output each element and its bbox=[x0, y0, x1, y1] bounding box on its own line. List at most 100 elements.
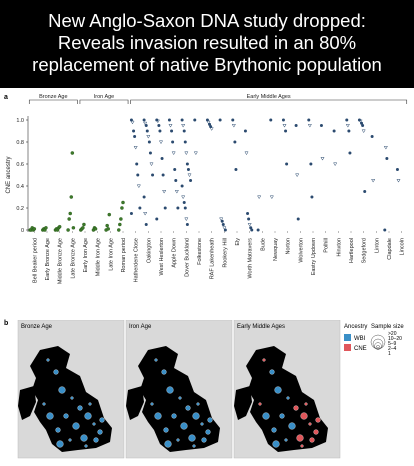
period-brackets: Bronze Age Iron Age Early Middle Ages bbox=[28, 94, 408, 104]
sample-dot bbox=[154, 358, 158, 362]
sample-dot bbox=[315, 417, 321, 423]
data-point bbox=[107, 212, 112, 217]
x-tick-label: Clapdale bbox=[387, 238, 393, 260]
data-point bbox=[219, 217, 224, 222]
data-point bbox=[193, 118, 197, 122]
sample-dot bbox=[200, 422, 204, 426]
sample-dot bbox=[284, 438, 288, 442]
sample-dot bbox=[56, 440, 64, 448]
data-point bbox=[319, 124, 323, 127]
y-tick-label: 0 bbox=[21, 228, 24, 234]
sample-dot bbox=[269, 369, 275, 375]
data-point bbox=[234, 168, 238, 171]
size-label: 10–20 bbox=[388, 336, 402, 342]
map-ireland bbox=[126, 386, 144, 420]
data-point bbox=[155, 119, 160, 124]
panel-b-label: b bbox=[4, 320, 9, 327]
period-label: Iron Age bbox=[94, 94, 115, 100]
data-point bbox=[296, 217, 300, 221]
sample-dot bbox=[286, 396, 290, 400]
y-tick-label: 0.8 bbox=[16, 140, 24, 146]
data-point bbox=[209, 127, 214, 131]
sample-dot bbox=[93, 437, 99, 443]
data-point bbox=[396, 179, 401, 183]
ancestry-title: Ancestry bbox=[344, 324, 367, 330]
map-ireland bbox=[234, 386, 252, 420]
banner-line-3: replacement of native Brythonic populati… bbox=[32, 54, 382, 75]
data-point bbox=[220, 219, 224, 223]
sample-dot bbox=[164, 440, 172, 448]
x-tick-label: Eastry Updown bbox=[311, 238, 317, 275]
sample-dot bbox=[274, 386, 282, 394]
data-point bbox=[171, 151, 176, 156]
data-point bbox=[117, 228, 121, 232]
map-sample-dots bbox=[42, 358, 321, 448]
x-tick-label: Folkestone bbox=[197, 238, 203, 265]
data-point bbox=[383, 146, 388, 150]
x-tick-label: Middle Iron Age bbox=[96, 238, 102, 276]
sample-dot bbox=[262, 358, 266, 362]
data-point bbox=[180, 184, 184, 188]
banner-line-2: Reveals invasion resulted in an 80% bbox=[57, 32, 357, 53]
data-point bbox=[143, 212, 148, 216]
x-tick-label: Sedgeford bbox=[362, 238, 368, 263]
data-point bbox=[223, 228, 227, 232]
data-point bbox=[395, 168, 399, 171]
cne-label: CNE bbox=[354, 346, 367, 352]
sample-dot bbox=[154, 412, 162, 420]
size-label: 1 bbox=[388, 351, 391, 357]
period-bracket bbox=[79, 99, 129, 104]
data-point bbox=[294, 124, 298, 127]
sample-dot bbox=[207, 417, 213, 423]
sample-dot bbox=[55, 427, 61, 433]
data-point bbox=[183, 206, 187, 210]
data-point bbox=[333, 162, 338, 167]
sample-dot bbox=[271, 427, 277, 433]
size-label: 5–9 bbox=[388, 341, 397, 347]
map-title: Early Middle Ages bbox=[237, 324, 285, 330]
data-point bbox=[181, 124, 186, 128]
sample-dot bbox=[99, 417, 105, 423]
data-point bbox=[358, 119, 363, 124]
data-point bbox=[363, 190, 367, 193]
panel-b: b Bronze Age Iron Age Early Middle Ages … bbox=[0, 319, 414, 461]
data-point bbox=[256, 228, 260, 232]
size-legend: Sample size >20 10–20 5–9 2–4 1 bbox=[370, 324, 404, 357]
sample-dot bbox=[296, 434, 304, 442]
data-point bbox=[157, 124, 161, 127]
sample-dot bbox=[180, 422, 188, 430]
x-tick-label: Hatherdene Close bbox=[134, 238, 140, 282]
data-point bbox=[257, 195, 262, 200]
data-point bbox=[93, 227, 98, 231]
data-point bbox=[162, 190, 167, 194]
sample-dot bbox=[92, 422, 96, 426]
y-tick-label: 0.6 bbox=[16, 162, 24, 168]
data-point bbox=[32, 227, 37, 231]
data-point bbox=[247, 223, 252, 227]
data-point bbox=[250, 228, 254, 232]
sample-dot bbox=[258, 402, 262, 406]
x-tick-label: Worth Matravers bbox=[248, 238, 254, 279]
sample-dot bbox=[88, 402, 92, 406]
data-point bbox=[284, 129, 288, 133]
sample-dot bbox=[163, 427, 169, 433]
sample-dot bbox=[308, 422, 312, 426]
period-label: Early Middle Ages bbox=[247, 94, 291, 100]
map-ireland bbox=[18, 386, 36, 420]
data-point bbox=[120, 206, 124, 210]
data-point bbox=[231, 118, 235, 122]
sample-dot bbox=[288, 422, 296, 430]
data-point bbox=[361, 124, 365, 127]
data-point bbox=[144, 124, 148, 127]
data-point bbox=[269, 118, 273, 122]
x-tick-label: Lincoln bbox=[400, 238, 406, 255]
sample-dot bbox=[70, 396, 74, 400]
data-point bbox=[370, 135, 374, 138]
data-point bbox=[118, 222, 122, 227]
data-point bbox=[167, 118, 171, 122]
data-point bbox=[160, 157, 164, 160]
data-point bbox=[361, 129, 366, 134]
period-bracket bbox=[28, 99, 78, 104]
data-point bbox=[385, 157, 389, 160]
data-point bbox=[347, 129, 351, 133]
